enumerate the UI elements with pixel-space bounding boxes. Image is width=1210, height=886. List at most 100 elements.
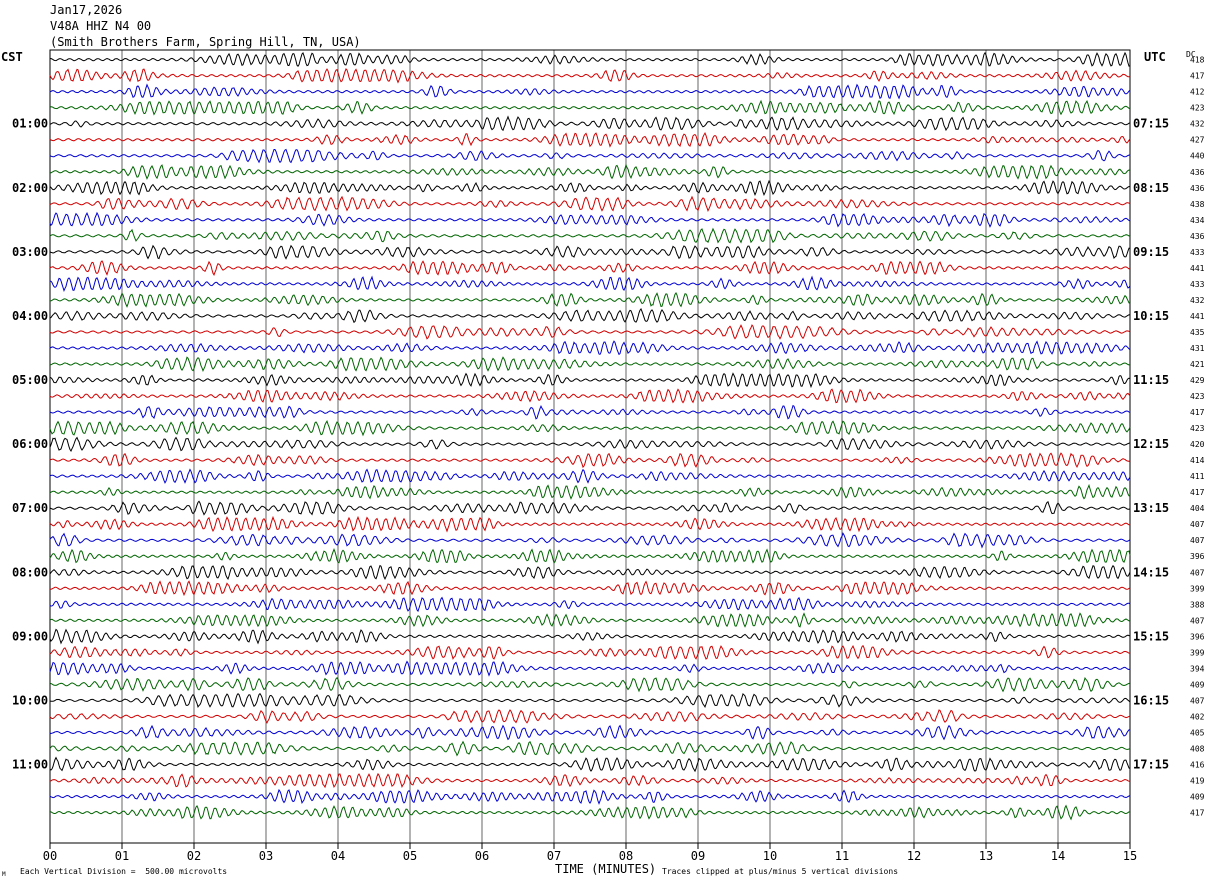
trace-row — [49, 115, 1131, 132]
dc-value-label: 436 — [1190, 184, 1205, 193]
scale-note: Each Vertical Division = 500.00 microvol… — [20, 867, 228, 876]
dc-value-label: 396 — [1190, 632, 1205, 641]
right-hour-label: 10:15 — [1133, 309, 1169, 323]
trace-row — [49, 612, 1131, 628]
x-tick-label: 00 — [43, 849, 57, 863]
trace-row — [49, 163, 1131, 180]
right-hour-label: 11:15 — [1133, 373, 1169, 387]
trace-row — [49, 260, 1131, 277]
trace-row — [49, 388, 1131, 404]
trace-row — [49, 532, 1131, 549]
dc-value-label: 414 — [1190, 456, 1205, 465]
x-tick-label: 13 — [979, 849, 993, 863]
trace-row — [49, 596, 1131, 613]
trace-row — [49, 564, 1131, 581]
trace-row — [49, 67, 1131, 84]
x-tick-label: 07 — [547, 849, 561, 863]
x-tick-label: 06 — [475, 849, 489, 863]
grid-layer — [49, 49, 1131, 849]
dc-value-label: 404 — [1190, 504, 1205, 513]
right-timezone-label: UTC — [1144, 50, 1166, 64]
trace-row — [49, 548, 1131, 564]
dc-value-label: 394 — [1190, 664, 1205, 673]
trace-row — [49, 468, 1131, 484]
trace-row — [49, 195, 1131, 213]
right-hour-label: 07:15 — [1133, 117, 1169, 131]
x-tick-label: 03 — [259, 849, 273, 863]
dc-value-label: 436 — [1190, 232, 1205, 241]
trace-row — [49, 131, 1131, 148]
dc-value-label: 418 — [1190, 56, 1205, 65]
left-hour-label: 05:00 — [12, 373, 48, 387]
label-layer: 00 01 02 03 04 05 06 07 08 09 10 11 12 13 14 15 418 417 41… — [12, 56, 1205, 863]
x-tick-label: 12 — [907, 849, 921, 863]
x-tick-label: 08 — [619, 849, 633, 863]
right-hour-label: 09:15 — [1133, 245, 1169, 259]
dc-value-label: 438 — [1190, 200, 1205, 209]
trace-row — [49, 51, 1131, 67]
dc-value-label: 441 — [1190, 264, 1205, 273]
dc-value-label: 407 — [1190, 616, 1205, 625]
trace-row — [49, 515, 1131, 533]
x-tick-label: 02 — [187, 849, 201, 863]
trace-row — [49, 83, 1131, 100]
dc-value-label: 407 — [1190, 536, 1205, 545]
dc-value-label: 423 — [1190, 392, 1205, 401]
trace-row — [49, 724, 1131, 741]
dc-value-label: 417 — [1190, 408, 1205, 417]
trace-row — [50, 275, 1131, 293]
trace-row — [49, 772, 1131, 789]
x-tick-label: 14 — [1051, 849, 1065, 863]
dc-value-label: 407 — [1190, 520, 1205, 529]
left-hour-label: 02:00 — [12, 181, 48, 195]
dc-value-label: 396 — [1190, 552, 1205, 561]
dc-value-label: 408 — [1190, 744, 1205, 753]
trace-row — [49, 709, 1131, 724]
right-hour-label: 17:15 — [1133, 758, 1169, 772]
trace-row — [49, 644, 1131, 660]
trace-row — [50, 292, 1131, 308]
right-hour-label: 12:15 — [1133, 437, 1169, 451]
dc-value-label: 421 — [1190, 360, 1205, 369]
dc-value-label: 417 — [1190, 72, 1205, 81]
trace-row — [49, 628, 1131, 645]
dc-value-label: 417 — [1190, 488, 1205, 497]
trace-row — [49, 99, 1131, 116]
dc-value-label: 402 — [1190, 712, 1205, 721]
right-hour-label: 14:15 — [1133, 565, 1169, 579]
dc-value-label: 405 — [1190, 728, 1205, 737]
dc-column-label: DC — [1186, 50, 1196, 59]
trace-row — [49, 500, 1131, 516]
header-station: V48A HHZ N4 00 — [50, 19, 152, 33]
dc-value-label: 412 — [1190, 88, 1205, 97]
dc-value-label: 419 — [1190, 777, 1205, 786]
x-tick-label: 15 — [1123, 849, 1137, 863]
trace-row — [49, 211, 1131, 228]
left-hour-label: 11:00 — [12, 758, 48, 772]
trace-row — [49, 340, 1131, 356]
x-axis-title: TIME (MINUTES) — [555, 862, 657, 876]
trace-row — [50, 580, 1131, 597]
dc-value-label: 440 — [1190, 152, 1205, 161]
trace-row — [49, 404, 1131, 420]
left-hour-label: 08:00 — [12, 565, 48, 579]
trace-row — [49, 148, 1131, 164]
trace-row — [49, 436, 1131, 453]
trace-row — [49, 420, 1131, 437]
right-hour-label: 13:15 — [1133, 501, 1169, 515]
dc-value-label: 409 — [1190, 793, 1205, 802]
corner-mark: M — [2, 871, 6, 878]
dc-value-label: 399 — [1190, 648, 1205, 657]
trace-row — [49, 756, 1131, 773]
dc-value-label: 388 — [1190, 600, 1205, 609]
x-tick-label: 09 — [691, 849, 705, 863]
dc-value-label: 399 — [1190, 584, 1205, 593]
dc-value-label: 407 — [1190, 696, 1205, 705]
left-hour-label: 09:00 — [12, 629, 48, 643]
trace-row — [49, 179, 1131, 197]
dc-value-label: 431 — [1190, 344, 1205, 353]
trace-row — [49, 660, 1131, 677]
dc-value-label: 417 — [1190, 809, 1205, 818]
left-hour-label: 04:00 — [12, 309, 48, 323]
